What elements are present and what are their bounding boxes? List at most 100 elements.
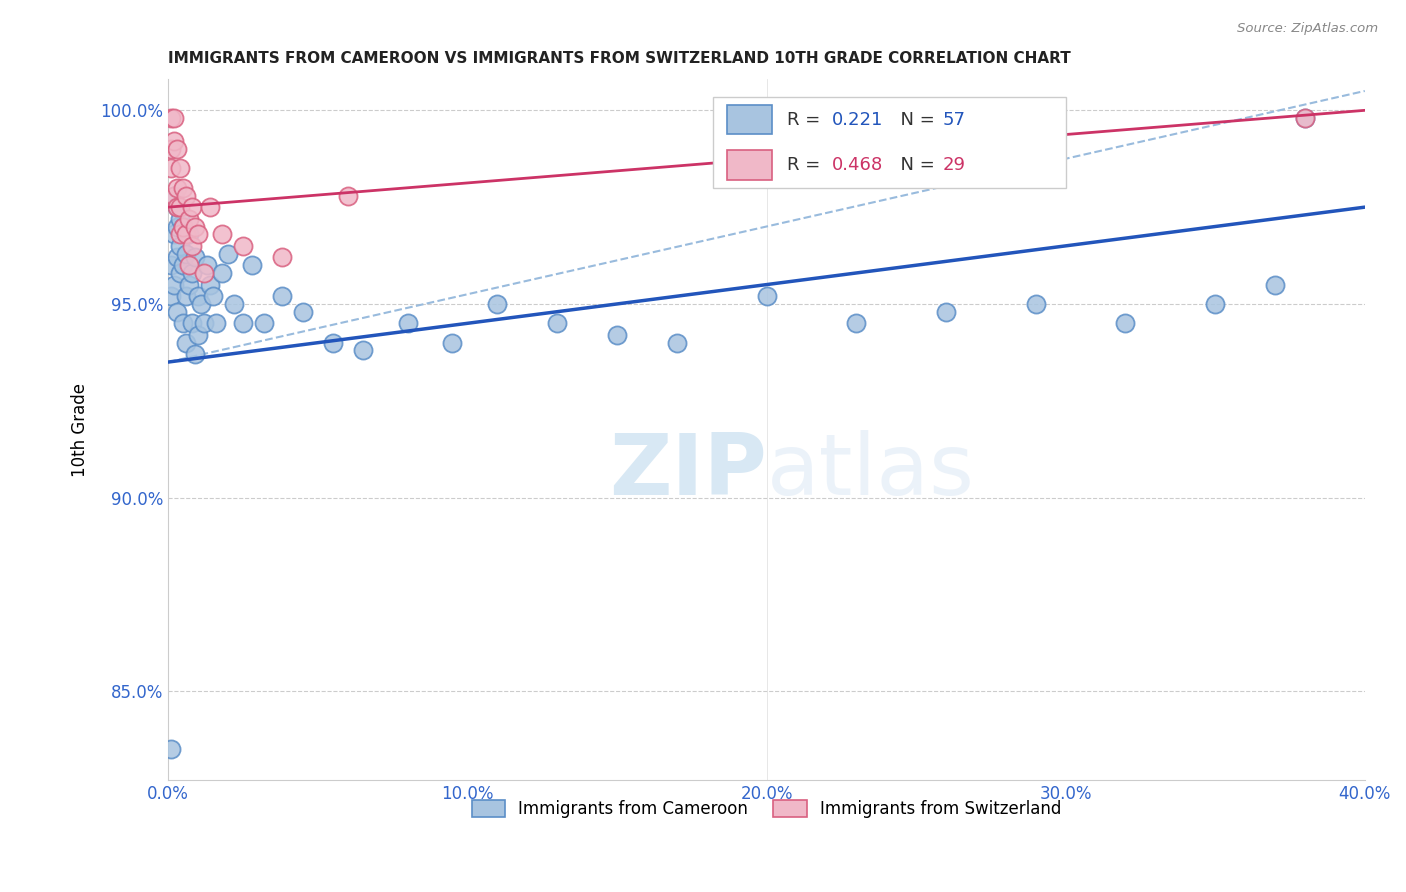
Point bbox=[441, 335, 464, 350]
Point bbox=[169, 239, 191, 253]
Point bbox=[1264, 277, 1286, 292]
Point bbox=[172, 181, 194, 195]
FancyBboxPatch shape bbox=[713, 97, 1066, 188]
Point bbox=[253, 316, 276, 330]
Point bbox=[179, 258, 201, 272]
Text: R =: R = bbox=[787, 156, 825, 174]
Text: 0.221: 0.221 bbox=[832, 111, 884, 128]
Point bbox=[1204, 297, 1226, 311]
Point bbox=[174, 246, 197, 260]
Point bbox=[486, 297, 509, 311]
Point bbox=[195, 258, 218, 272]
Point bbox=[160, 289, 183, 303]
Point bbox=[291, 304, 314, 318]
Point bbox=[160, 161, 183, 176]
Point bbox=[163, 188, 186, 202]
Point bbox=[174, 289, 197, 303]
Text: ZIP: ZIP bbox=[609, 430, 766, 514]
Point bbox=[163, 188, 186, 202]
Text: 29: 29 bbox=[942, 156, 966, 174]
Point bbox=[352, 343, 374, 358]
Point bbox=[166, 181, 188, 195]
Text: N =: N = bbox=[889, 111, 941, 128]
Point bbox=[184, 251, 207, 265]
Point bbox=[193, 316, 215, 330]
Point bbox=[160, 111, 183, 125]
Point bbox=[190, 297, 212, 311]
Point bbox=[845, 316, 868, 330]
Point bbox=[232, 316, 254, 330]
Point bbox=[187, 327, 209, 342]
Point bbox=[163, 277, 186, 292]
Point bbox=[270, 289, 292, 303]
Point bbox=[169, 161, 191, 176]
Point bbox=[1294, 111, 1316, 125]
Point bbox=[181, 266, 204, 280]
Point bbox=[184, 347, 207, 361]
Point bbox=[240, 258, 263, 272]
Point bbox=[179, 227, 201, 242]
Point bbox=[160, 142, 183, 156]
Point bbox=[172, 219, 194, 234]
Point bbox=[211, 266, 233, 280]
Point bbox=[169, 200, 191, 214]
Point bbox=[1025, 297, 1047, 311]
Point bbox=[181, 200, 204, 214]
Point bbox=[198, 277, 221, 292]
Point bbox=[166, 251, 188, 265]
Point bbox=[202, 289, 225, 303]
Text: N =: N = bbox=[889, 156, 941, 174]
Point bbox=[665, 335, 688, 350]
Text: Source: ZipAtlas.com: Source: ZipAtlas.com bbox=[1237, 22, 1378, 36]
Text: 57: 57 bbox=[942, 111, 966, 128]
Point bbox=[166, 200, 188, 214]
Point bbox=[172, 258, 194, 272]
Point bbox=[205, 316, 228, 330]
Point bbox=[160, 258, 183, 272]
Point bbox=[160, 742, 183, 756]
Point bbox=[755, 289, 778, 303]
FancyBboxPatch shape bbox=[727, 151, 772, 180]
Point bbox=[179, 277, 201, 292]
Point bbox=[163, 227, 186, 242]
Point bbox=[166, 219, 188, 234]
Point bbox=[217, 246, 239, 260]
Y-axis label: 10th Grade: 10th Grade bbox=[72, 383, 89, 477]
Point bbox=[169, 211, 191, 226]
Text: atlas: atlas bbox=[766, 430, 974, 514]
Point bbox=[169, 227, 191, 242]
Point bbox=[232, 239, 254, 253]
FancyBboxPatch shape bbox=[727, 105, 772, 135]
Point bbox=[211, 227, 233, 242]
Point bbox=[174, 188, 197, 202]
Point bbox=[169, 266, 191, 280]
Text: R =: R = bbox=[787, 111, 825, 128]
Point bbox=[163, 134, 186, 148]
Legend: Immigrants from Cameroon, Immigrants from Switzerland: Immigrants from Cameroon, Immigrants fro… bbox=[465, 793, 1069, 824]
Point bbox=[172, 219, 194, 234]
Point bbox=[1294, 111, 1316, 125]
Point bbox=[166, 142, 188, 156]
Point bbox=[187, 289, 209, 303]
Point bbox=[546, 316, 568, 330]
Point bbox=[222, 297, 245, 311]
Text: 0.468: 0.468 bbox=[832, 156, 883, 174]
Point bbox=[198, 200, 221, 214]
Point bbox=[174, 335, 197, 350]
Point bbox=[184, 219, 207, 234]
Point bbox=[174, 227, 197, 242]
Point bbox=[181, 239, 204, 253]
Point bbox=[322, 335, 344, 350]
Point bbox=[396, 316, 419, 330]
Point bbox=[336, 188, 359, 202]
Point bbox=[181, 316, 204, 330]
Point bbox=[166, 200, 188, 214]
Point bbox=[606, 327, 628, 342]
Point bbox=[172, 316, 194, 330]
Point bbox=[935, 304, 957, 318]
Text: IMMIGRANTS FROM CAMEROON VS IMMIGRANTS FROM SWITZERLAND 10TH GRADE CORRELATION C: IMMIGRANTS FROM CAMEROON VS IMMIGRANTS F… bbox=[169, 51, 1071, 66]
Point bbox=[193, 266, 215, 280]
Point bbox=[270, 251, 292, 265]
Point bbox=[179, 211, 201, 226]
Point bbox=[187, 227, 209, 242]
